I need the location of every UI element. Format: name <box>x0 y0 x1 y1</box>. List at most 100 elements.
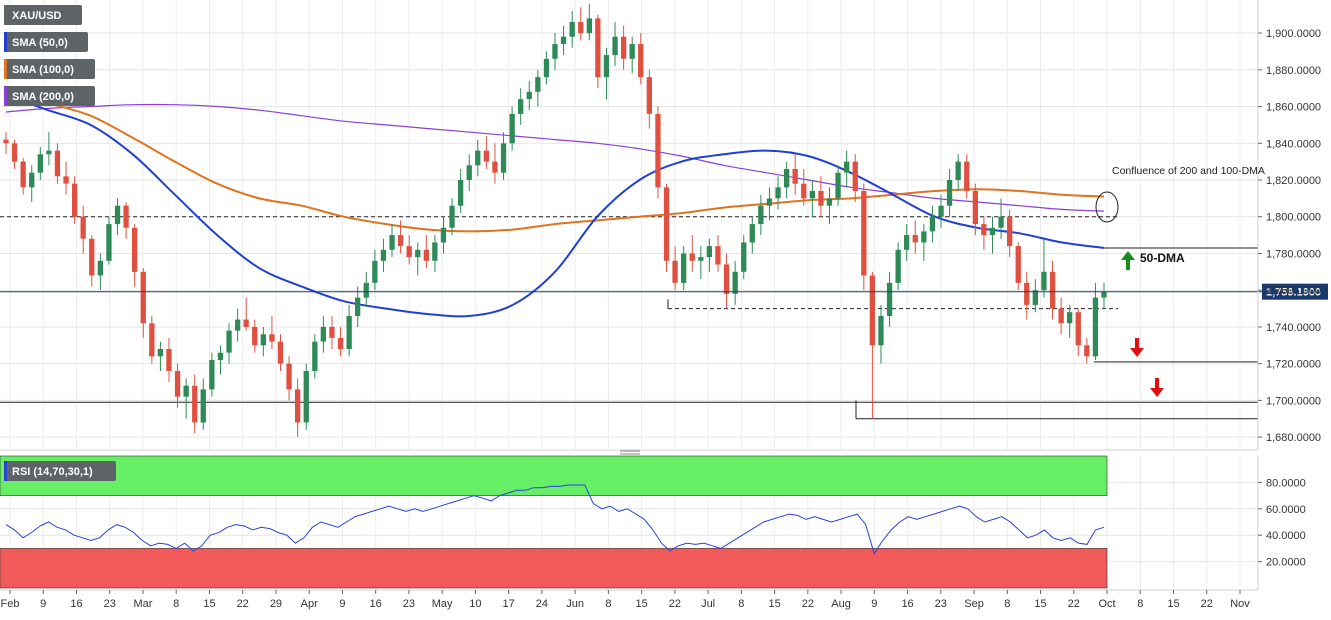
candle-body <box>458 180 464 206</box>
candle <box>440 216 447 254</box>
candle-body <box>715 246 721 265</box>
candle-body <box>29 172 35 188</box>
candle <box>132 224 138 287</box>
candle <box>123 202 129 239</box>
candle <box>1092 282 1099 360</box>
candle-body <box>904 235 910 250</box>
candle <box>63 161 69 195</box>
candle <box>578 7 584 41</box>
candle <box>466 154 472 192</box>
candle <box>11 139 18 169</box>
candle <box>981 216 987 250</box>
candle-body <box>432 242 438 261</box>
candle <box>938 194 944 228</box>
candle <box>149 315 155 364</box>
time-tick-label: 8 <box>1004 598 1010 610</box>
candle-body <box>295 389 301 423</box>
price-tick-label: 1,880.0000 <box>1266 65 1321 77</box>
candle <box>706 238 712 272</box>
candle <box>844 150 850 188</box>
candle <box>861 183 867 291</box>
legend-color-swatch <box>4 59 7 79</box>
candle <box>826 187 833 225</box>
candle-body <box>964 161 970 191</box>
candle-body <box>149 323 155 357</box>
time-tick-label: 15 <box>635 598 647 610</box>
price-tick-label: 1,800.0000 <box>1266 212 1321 224</box>
candle-body <box>1049 271 1056 309</box>
candle <box>543 51 550 85</box>
price-tick-label: 1,840.0000 <box>1266 138 1321 150</box>
candle-body <box>1032 290 1038 305</box>
time-tick-label: 9 <box>871 598 877 610</box>
candle <box>397 220 404 254</box>
candle <box>355 286 361 327</box>
rsi-legend-bg <box>4 461 116 481</box>
candle <box>835 165 841 206</box>
pane-divider[interactable] <box>620 450 640 455</box>
time-axis: Feb 9 16 23 Mar 8 15 22 29 Apr 9 16 23 May 10 17 24 Jun 8 1… <box>0 449 1258 610</box>
up-arrow-icon <box>1121 251 1135 270</box>
candle <box>595 14 601 89</box>
candle <box>569 11 575 48</box>
candle <box>106 216 112 265</box>
time-tick-label: Nov <box>1230 598 1250 610</box>
candle <box>758 194 764 236</box>
candle <box>818 176 824 217</box>
candle-body <box>106 224 112 261</box>
rsi-legend-swatch <box>4 461 7 481</box>
candle <box>20 157 26 195</box>
candle-body <box>852 161 858 191</box>
sma200-line <box>5 103 1105 212</box>
candle-body <box>372 260 378 283</box>
candle-body <box>89 238 95 276</box>
time-tick-label: 22 <box>1201 598 1213 610</box>
time-tick-label: 15 <box>1034 598 1046 610</box>
legend-item-label: SMA (50,0) <box>12 37 68 49</box>
candle-body <box>578 22 584 33</box>
rsi-series <box>5 484 1105 555</box>
time-tick-label: 22 <box>669 598 681 610</box>
price-tick-label: 1,700.0000 <box>1266 395 1321 407</box>
legend-color-swatch <box>4 5 7 25</box>
candle-body <box>260 334 266 346</box>
legend-item-bg <box>4 32 88 52</box>
candle-body <box>912 235 918 243</box>
time-tick-label: Oct <box>1098 598 1115 610</box>
candle <box>878 304 884 364</box>
candle-body <box>243 319 249 327</box>
candle-body <box>500 143 507 173</box>
candle-body <box>1075 312 1081 346</box>
candle <box>955 154 961 192</box>
current-price-label-bg <box>1262 283 1328 300</box>
candle <box>646 69 652 129</box>
sma50-series <box>5 94 1105 318</box>
candle-body <box>886 282 893 316</box>
candle-body <box>509 113 515 144</box>
candle-body <box>560 36 567 44</box>
candle <box>869 271 875 419</box>
candle <box>998 198 1004 239</box>
time-tick-label: 22 <box>802 598 814 610</box>
candle-body <box>741 242 747 272</box>
candle-body <box>801 183 807 199</box>
legend: XAU/USD SMA (50,0) SMA (100,0) SMA (200,0) R… <box>4 5 116 481</box>
sma100-line <box>5 87 1105 233</box>
candle-body <box>723 264 730 294</box>
candle <box>252 319 258 353</box>
candle-body <box>784 169 790 188</box>
candle-body <box>132 227 138 272</box>
candle <box>552 33 558 70</box>
candle <box>320 315 326 353</box>
candle-body <box>209 360 215 390</box>
price-axis: 1,680.0000 1,700.0000 1,720.0000 1,740.0000… <box>1257 0 1321 450</box>
candle <box>1041 238 1047 298</box>
candle <box>157 341 163 372</box>
candle <box>1049 260 1056 320</box>
candle-body <box>217 352 224 360</box>
candle <box>638 33 644 85</box>
candle-body <box>1041 271 1047 291</box>
candle <box>509 106 515 151</box>
candle-body <box>792 169 798 184</box>
